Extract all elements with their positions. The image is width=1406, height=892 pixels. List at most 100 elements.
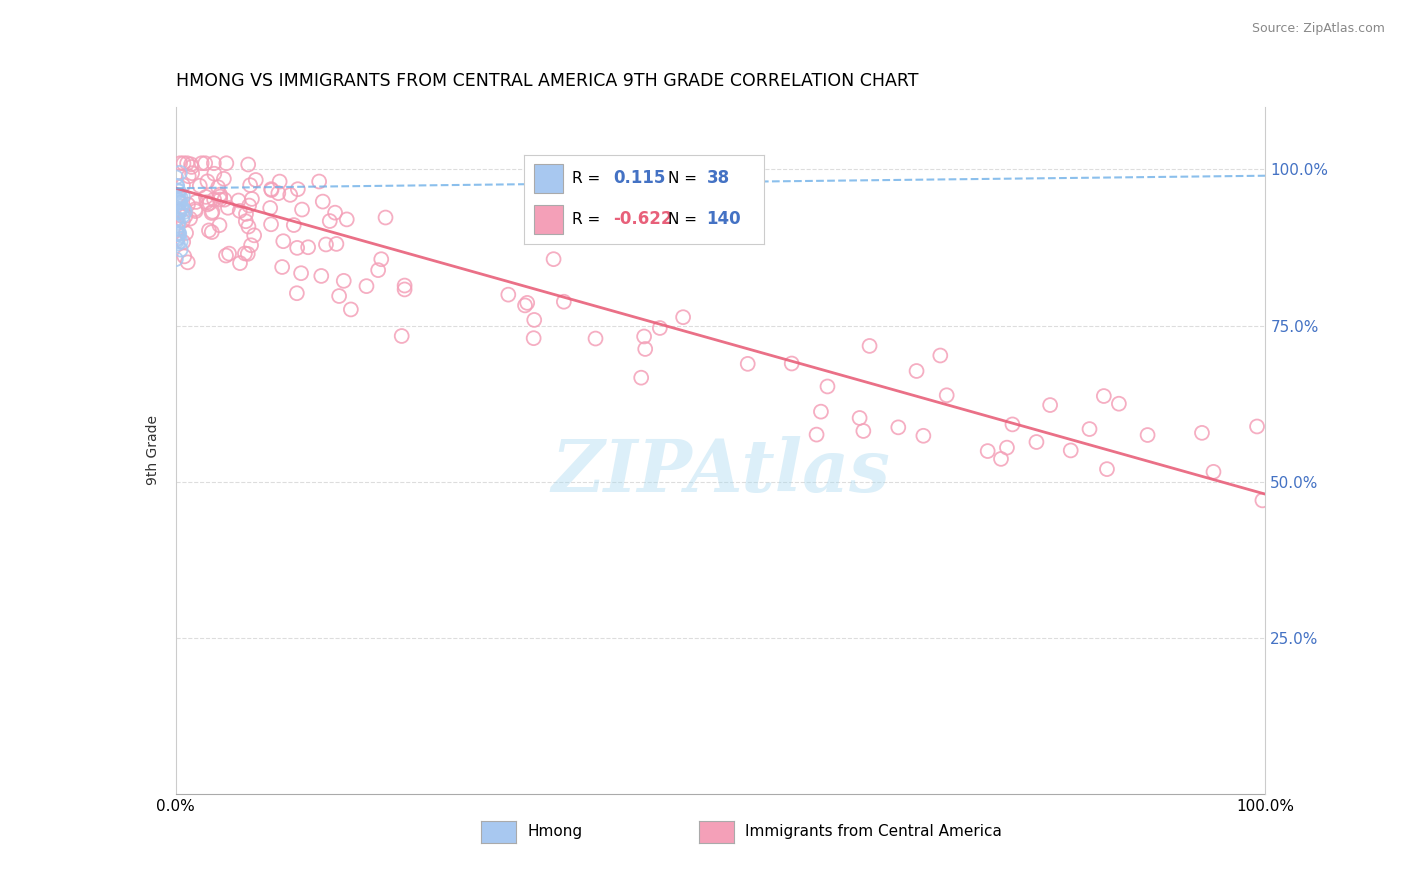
Point bbox=[737, 357, 759, 371]
Point bbox=[233, 246, 256, 260]
Point bbox=[1108, 397, 1130, 411]
Point bbox=[202, 193, 225, 207]
Point bbox=[170, 199, 193, 213]
Text: Immigrants from Central America: Immigrants from Central America bbox=[745, 824, 1002, 839]
Point bbox=[169, 204, 191, 219]
Point bbox=[810, 404, 832, 418]
Point bbox=[200, 206, 222, 220]
Bar bbox=[534, 164, 562, 193]
Point bbox=[238, 198, 260, 212]
Point bbox=[235, 214, 257, 228]
Point bbox=[166, 212, 188, 227]
Point bbox=[207, 180, 229, 194]
Point bbox=[201, 204, 224, 219]
Point bbox=[167, 183, 190, 197]
Point bbox=[198, 223, 221, 237]
Point bbox=[1246, 419, 1268, 434]
Point bbox=[214, 193, 236, 207]
Text: HMONG VS IMMIGRANTS FROM CENTRAL AMERICA 9TH GRADE CORRELATION CHART: HMONG VS IMMIGRANTS FROM CENTRAL AMERICA… bbox=[176, 72, 918, 90]
Point bbox=[569, 218, 592, 232]
Point bbox=[1202, 465, 1225, 479]
Point bbox=[174, 226, 197, 240]
Point bbox=[184, 194, 207, 209]
Point bbox=[1092, 389, 1115, 403]
Text: 0.115: 0.115 bbox=[613, 169, 665, 187]
Point bbox=[523, 331, 546, 345]
Point bbox=[245, 173, 267, 187]
Point bbox=[634, 342, 657, 356]
Point bbox=[217, 201, 239, 215]
Point bbox=[169, 156, 191, 170]
Point bbox=[169, 166, 191, 180]
Text: R =: R = bbox=[572, 212, 600, 227]
Point bbox=[529, 172, 551, 186]
Point bbox=[165, 211, 187, 226]
Point bbox=[194, 156, 217, 170]
Point bbox=[184, 202, 207, 217]
Point bbox=[218, 246, 240, 260]
Point bbox=[976, 444, 998, 458]
Point bbox=[188, 178, 211, 193]
Point bbox=[167, 193, 190, 207]
Point bbox=[312, 194, 335, 209]
Text: Hmong: Hmong bbox=[527, 824, 582, 839]
Point bbox=[513, 298, 536, 312]
Point bbox=[848, 411, 870, 425]
Point bbox=[165, 252, 187, 267]
Text: -0.622: -0.622 bbox=[613, 211, 672, 228]
Point bbox=[887, 420, 910, 434]
Point bbox=[190, 156, 212, 170]
Point bbox=[271, 234, 294, 248]
Point bbox=[167, 216, 190, 230]
Point bbox=[167, 203, 190, 218]
Point bbox=[370, 252, 392, 267]
Point bbox=[905, 364, 928, 378]
Point bbox=[172, 189, 194, 203]
Point bbox=[209, 193, 232, 207]
Point bbox=[852, 424, 875, 438]
Point bbox=[267, 186, 290, 201]
Point bbox=[197, 174, 219, 188]
Point bbox=[166, 221, 188, 235]
Point bbox=[201, 225, 224, 239]
Point bbox=[630, 370, 652, 384]
Point bbox=[170, 201, 193, 215]
Point bbox=[260, 182, 283, 196]
Text: ZIPAtlas: ZIPAtlas bbox=[551, 435, 890, 507]
Point bbox=[271, 260, 294, 274]
Point bbox=[498, 287, 520, 301]
Point bbox=[169, 190, 191, 204]
Point bbox=[315, 237, 337, 252]
Point bbox=[169, 227, 191, 242]
Point bbox=[167, 194, 190, 209]
Point bbox=[194, 190, 217, 204]
Point bbox=[197, 197, 219, 211]
Point bbox=[290, 266, 312, 280]
Point bbox=[166, 231, 188, 245]
Point bbox=[166, 227, 188, 241]
Text: N =: N = bbox=[668, 171, 697, 186]
Text: N =: N = bbox=[668, 212, 697, 227]
Bar bbox=[534, 205, 562, 234]
Point bbox=[308, 174, 330, 188]
Point bbox=[166, 227, 188, 241]
Point bbox=[817, 379, 839, 393]
Point bbox=[516, 296, 538, 310]
Text: R =: R = bbox=[572, 171, 600, 186]
Point bbox=[172, 209, 194, 223]
Text: Source: ZipAtlas.com: Source: ZipAtlas.com bbox=[1251, 22, 1385, 36]
Point bbox=[297, 240, 319, 254]
Point bbox=[259, 201, 281, 215]
Point bbox=[1025, 435, 1047, 450]
Point bbox=[323, 205, 346, 219]
Point bbox=[166, 235, 188, 249]
Point bbox=[167, 189, 190, 203]
Point bbox=[806, 427, 828, 442]
Point bbox=[174, 209, 197, 223]
Point bbox=[167, 205, 190, 219]
Point bbox=[336, 212, 359, 227]
Point bbox=[215, 248, 238, 262]
Point bbox=[858, 339, 880, 353]
Point bbox=[167, 185, 190, 199]
Point bbox=[212, 171, 235, 186]
